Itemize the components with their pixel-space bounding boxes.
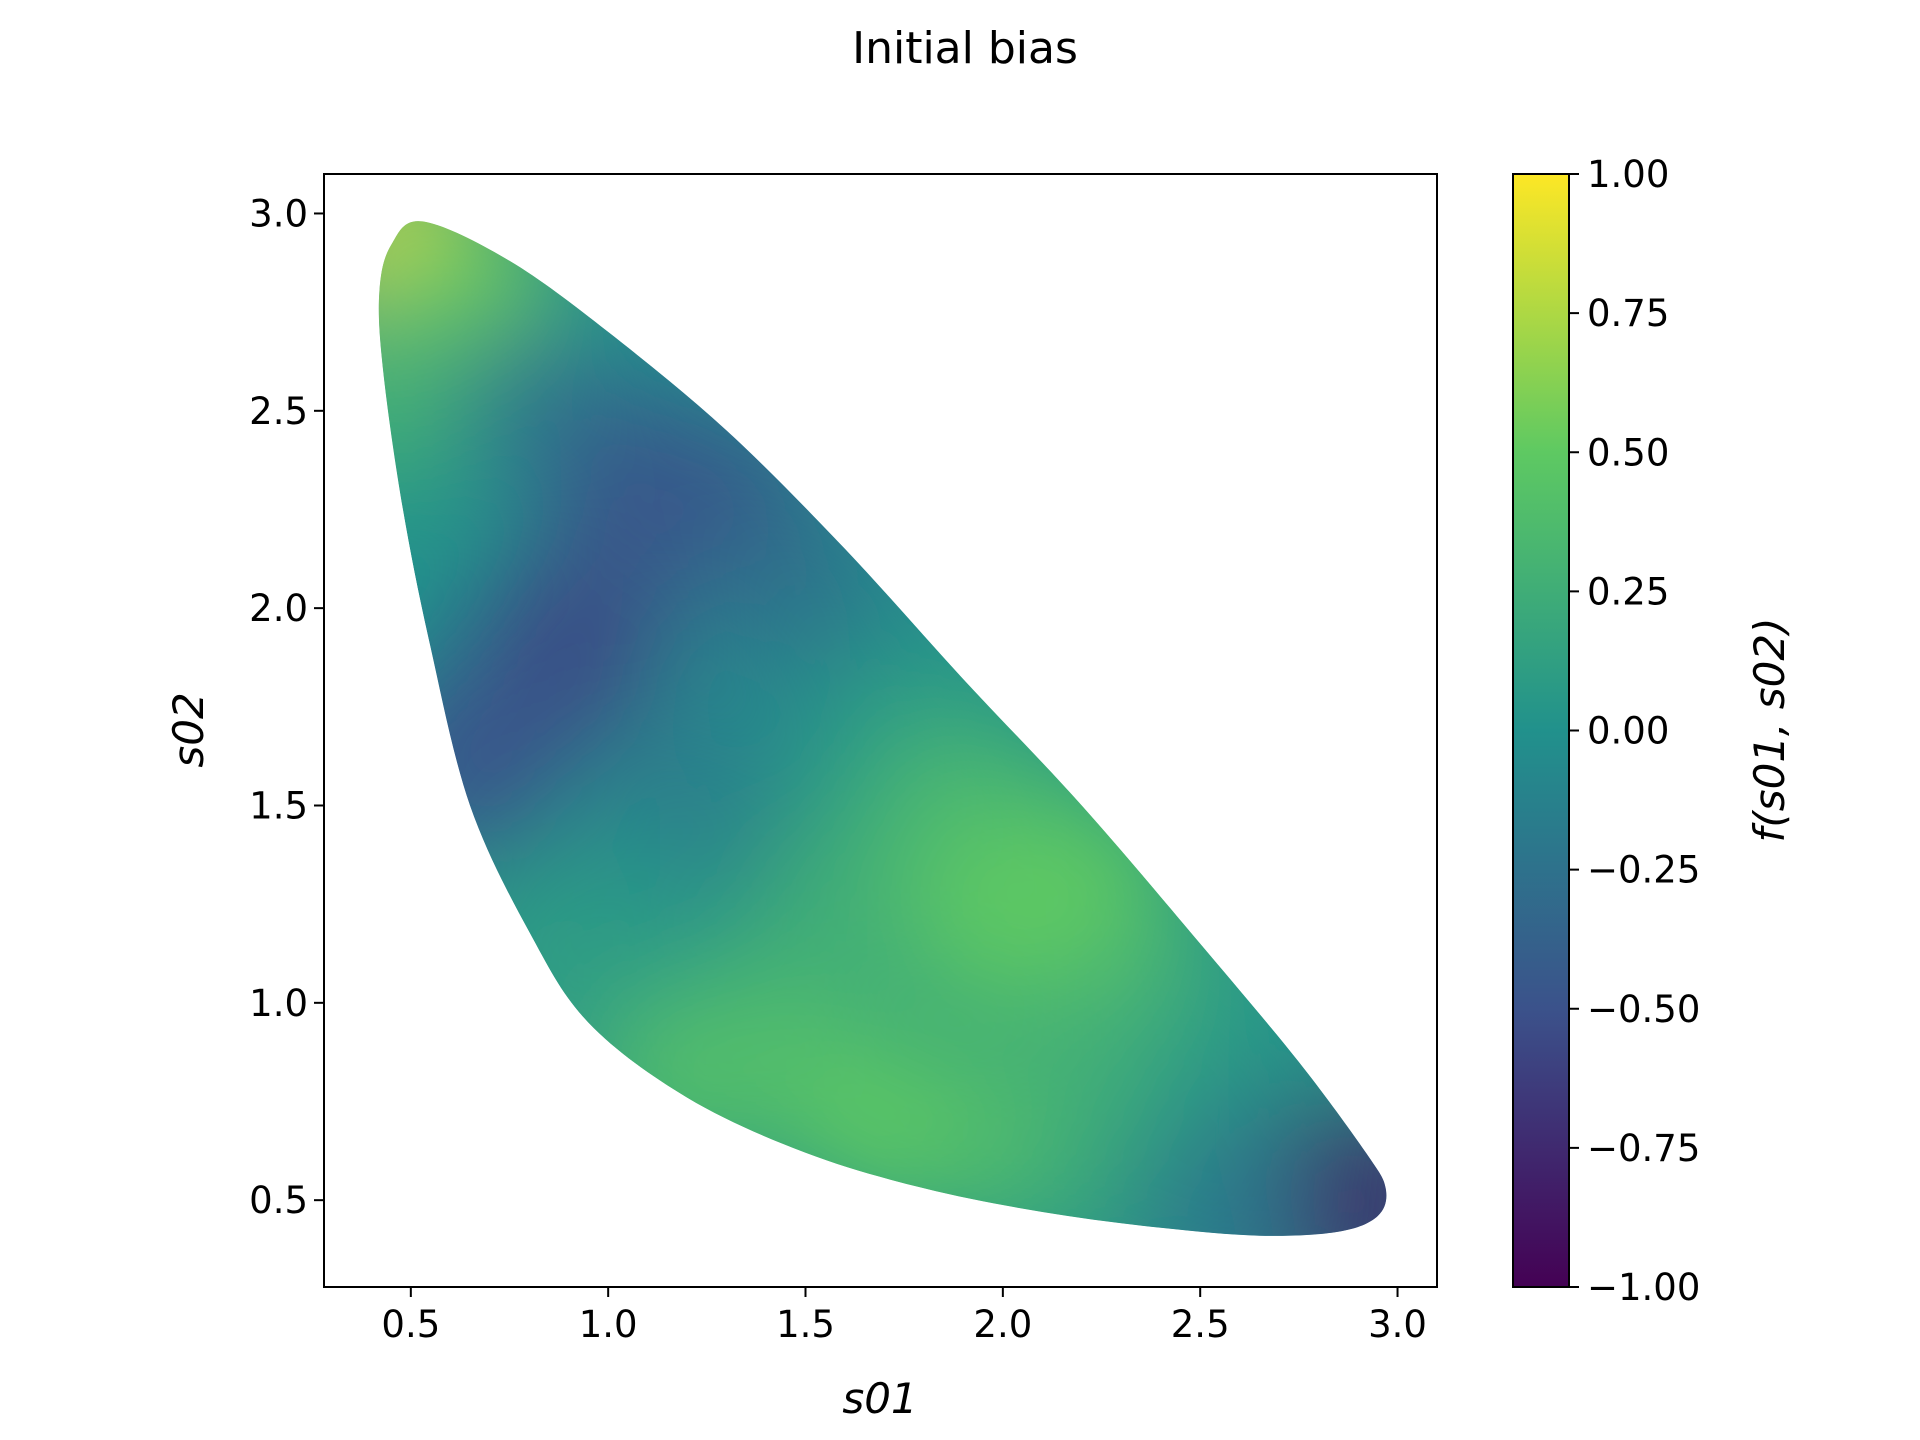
color-sample [1124,1124,1315,1236]
colorbar [1512,173,1570,1288]
y-tick-label: 1.5 [249,784,308,827]
color-sample [592,986,783,1177]
colorbar-tick-label: 0.75 [1587,292,1669,335]
x-axis: 0.5 1.0 1.5 2.0 2.5 3.0 [381,1287,1427,1346]
colorbar-tick-label: −0.75 [1587,1127,1700,1170]
x-tick-label: 2.0 [973,1303,1032,1346]
colorbar-tick-label: 0.00 [1587,710,1669,753]
x-axis-label: s01 [842,1374,917,1423]
x-tick-label: 1.5 [776,1303,835,1346]
color-field [378,221,1387,1236]
y-tick-label: 1.0 [249,982,308,1025]
chart-title: Initial bias [852,23,1078,74]
colorbar-tick-label: −1.00 [1587,1266,1700,1309]
x-tick-label: 3.0 [1368,1303,1427,1346]
y-tick-label: 2.0 [249,587,308,630]
x-tick-label: 1.0 [579,1303,638,1346]
colorbar-axis: 1.00 0.75 0.50 0.25 0.00 −0.25 −0.50 −0.75 −1.00 [1569,153,1700,1309]
x-tick-label: 2.5 [1171,1303,1230,1346]
color-sample [434,868,625,1059]
color-sample [378,671,566,862]
y-tick-label: 2.5 [249,390,308,433]
x-tick-label: 0.5 [381,1303,440,1346]
plot-frame [323,173,1438,1288]
y-tick-label: 3.0 [249,192,308,235]
colorbar-tick-label: 0.50 [1587,431,1669,474]
scatter-region [378,221,1387,1236]
y-tick-label: 0.5 [249,1179,308,1222]
color-sample [378,296,487,487]
colorbar-tick-label: 0.25 [1587,570,1669,613]
colorbar-tick-label: 1.00 [1587,153,1669,196]
colorbar-tick-label: −0.25 [1587,849,1700,892]
colorbar-tick-label: −0.50 [1587,988,1700,1031]
y-axis-label: s02 [164,692,213,767]
y-axis: 0.5 1.0 1.5 2.0 2.5 3.0 [249,192,324,1222]
colorbar-label: f(s01, s02) [1745,618,1794,843]
